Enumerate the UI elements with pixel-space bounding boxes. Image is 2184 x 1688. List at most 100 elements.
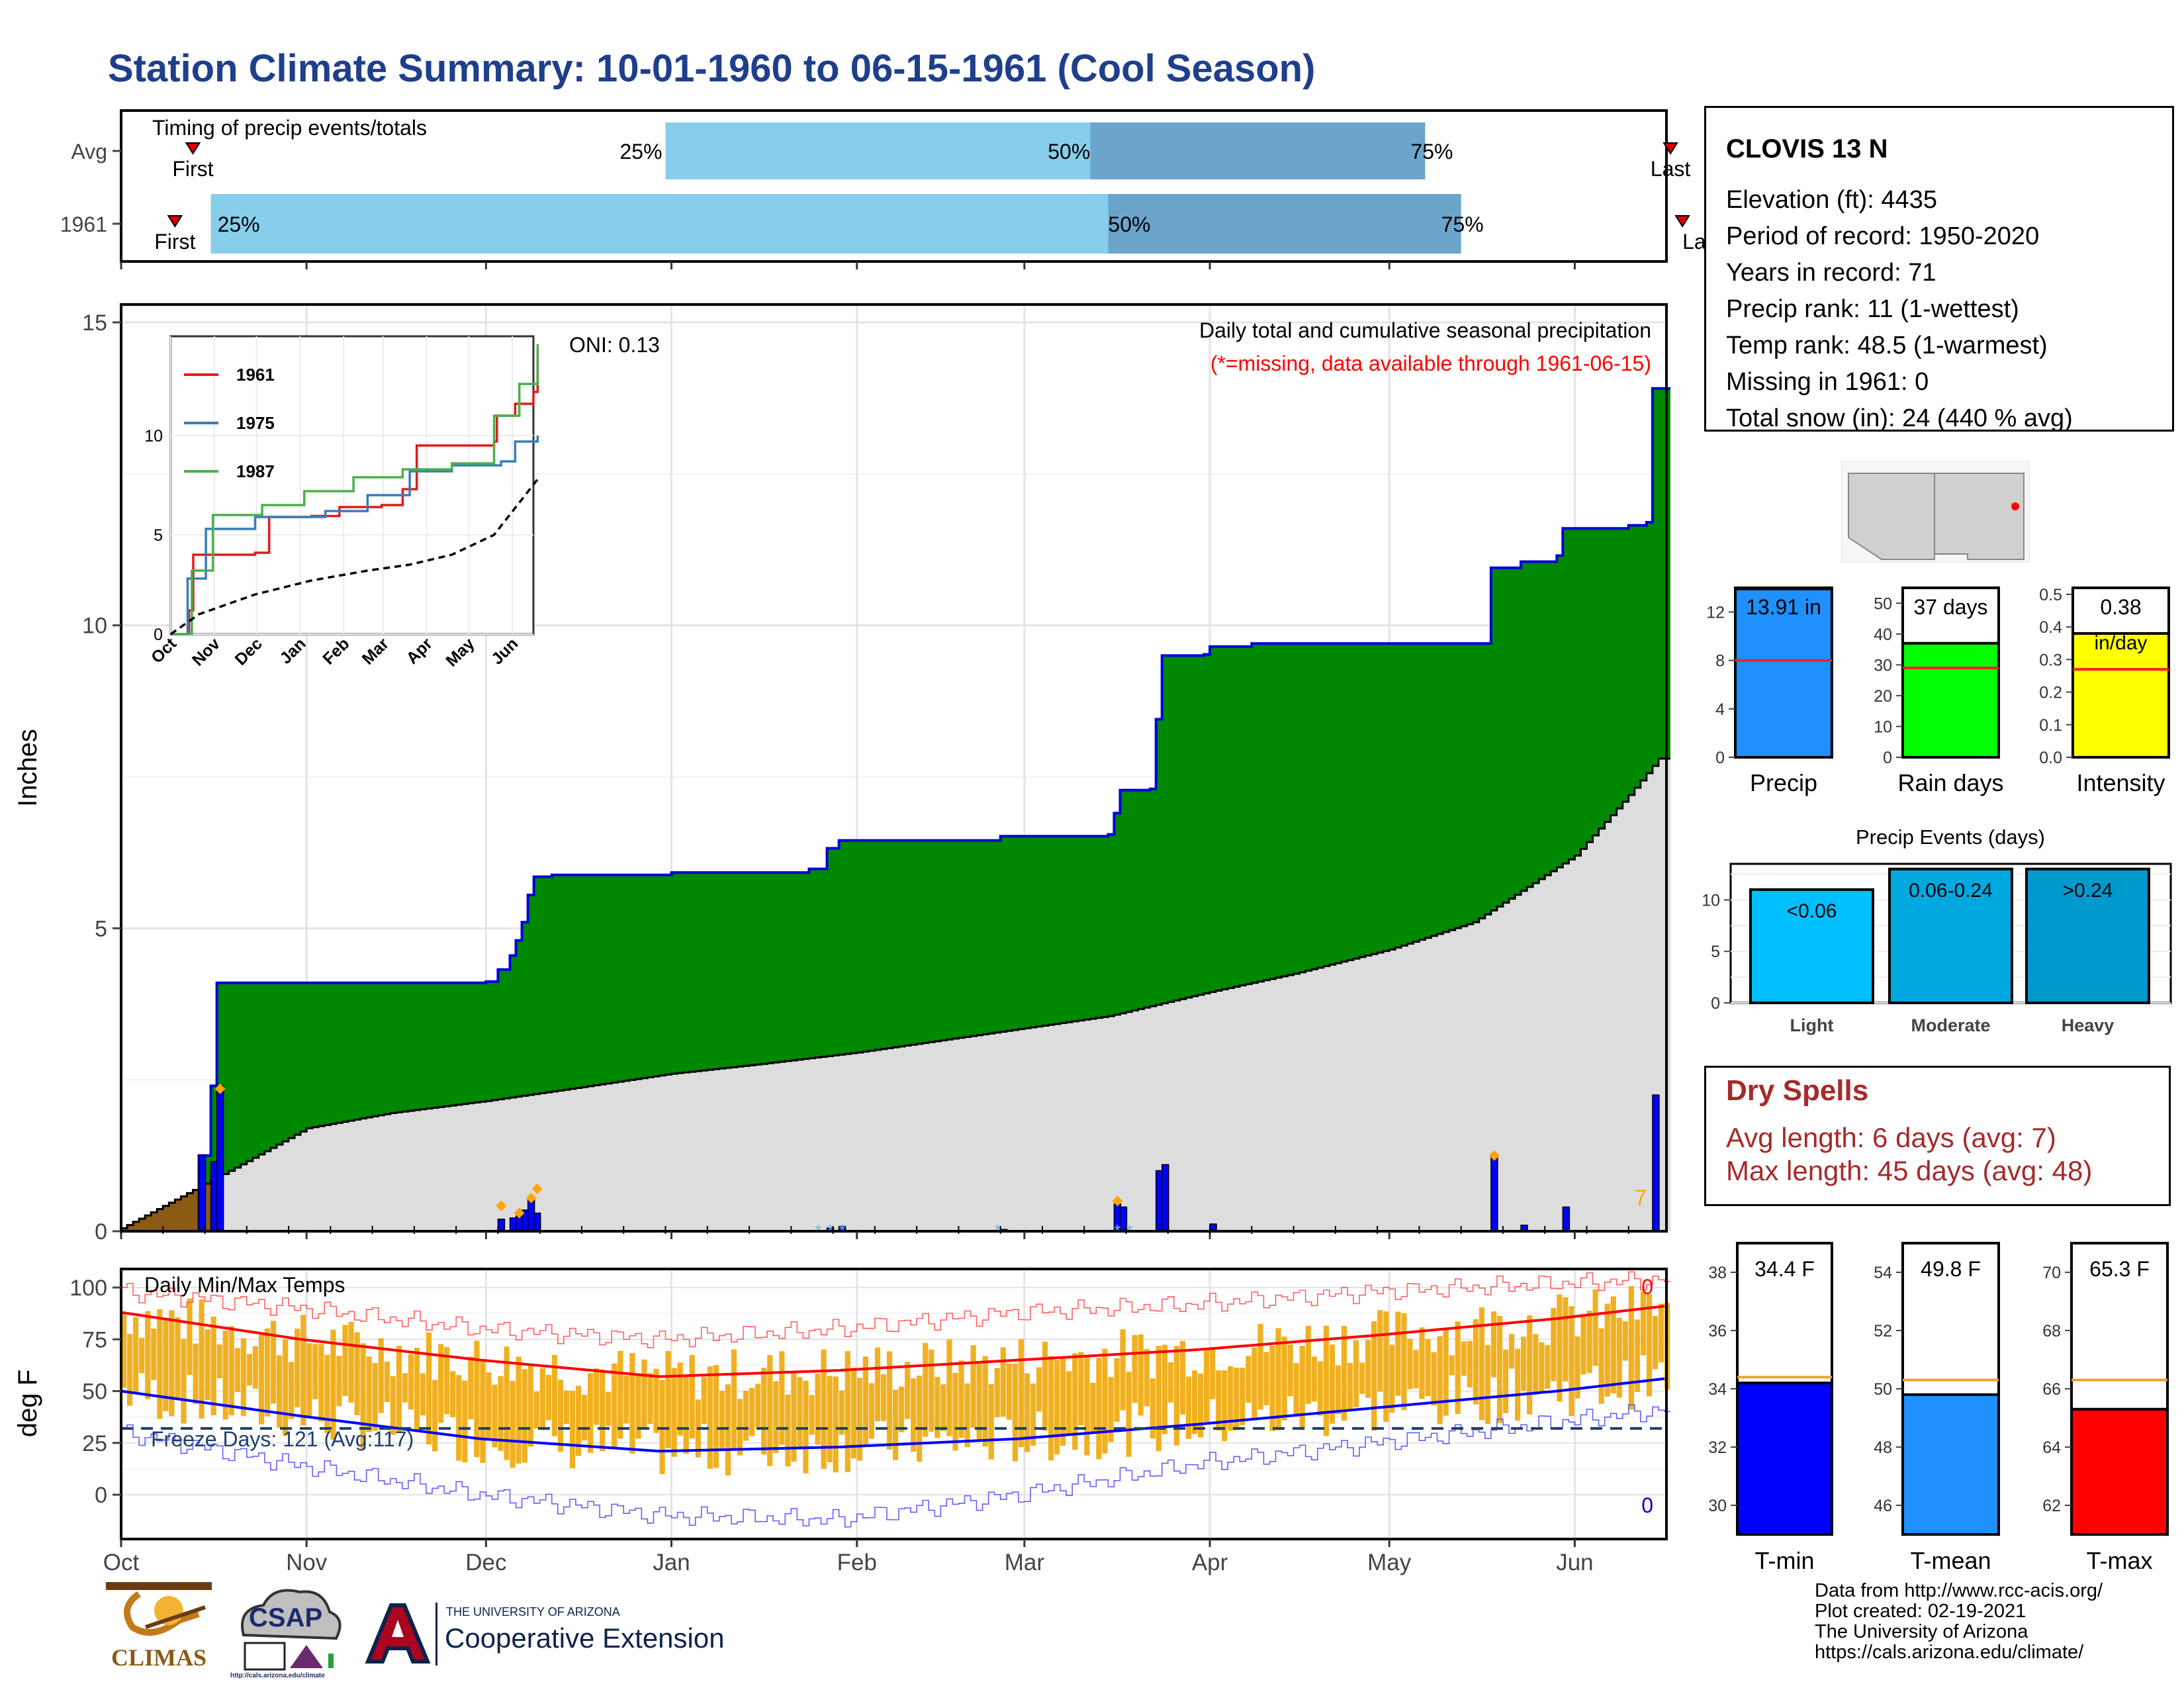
avg-max-temp-line [120, 1305, 1665, 1378]
temp-summary-y-tick-label: 66 [2042, 1380, 2061, 1399]
daily-temp-bar [468, 1356, 474, 1420]
summary-y-tick-label: 0 [1715, 749, 1725, 767]
daily-temp-bar [492, 1384, 498, 1448]
temp-y-tick-label: 50 [82, 1380, 107, 1405]
daily-temp-bar [1431, 1352, 1437, 1406]
timing-q75-label: 75% [1410, 140, 1453, 164]
daily-precip-bar [1161, 1164, 1169, 1232]
timing-q75-label: 75% [1441, 212, 1484, 236]
info-line-snow: Total snow (in): 24 (440 % avg) [1726, 404, 2073, 432]
daily-temp-bar [408, 1354, 414, 1410]
summary-y-tick-label: 0 [1883, 749, 1892, 767]
inset-y-tick-label: 5 [154, 526, 163, 545]
daily-temp-bar [216, 1344, 222, 1379]
summary-bar-name: Precip [1750, 769, 1817, 796]
daily-temp-bar [139, 1337, 145, 1374]
daily-precip-bar [216, 1085, 224, 1232]
daily-temp-bar [396, 1345, 402, 1432]
daily-temp-bar [1527, 1315, 1533, 1415]
daily-temp-bar [426, 1332, 432, 1445]
daily-temp-bar [719, 1390, 725, 1448]
daily-temp-bar [1006, 1363, 1012, 1420]
temp-summary-bar-t-min [1736, 1382, 1833, 1536]
summary-y-tick-label: 8 [1715, 652, 1725, 671]
daily-temp-bar [1539, 1342, 1545, 1393]
daily-temp-bar [175, 1317, 181, 1399]
daily-temp-bar [121, 1313, 127, 1388]
dry-spells-avg: Avg length: 6 days (avg: 7) [1726, 1122, 2056, 1153]
daily-temp-bar [414, 1347, 420, 1432]
daily-temp-bar [1024, 1373, 1030, 1452]
daily-temp-bar [145, 1311, 151, 1399]
summary-y-tick-label: 40 [1874, 626, 1892, 644]
summary-y-tick-label: 50 [1874, 594, 1892, 613]
daily-temp-bar [1640, 1291, 1647, 1356]
info-line-temp-rank: Temp rank: 48.5 (1-warmest) [1726, 332, 2048, 359]
daily-temp-bar [725, 1384, 731, 1476]
precip-y-tick-label: 5 [95, 916, 107, 941]
daily-temp-bar [749, 1387, 755, 1436]
extreme-event-marker-icon [496, 1200, 507, 1211]
ua-a-icon [365, 1603, 431, 1664]
daily-temp-bar [1173, 1346, 1180, 1446]
daily-temp-bar [1413, 1349, 1419, 1389]
daily-temp-bar [1240, 1368, 1246, 1425]
daily-temp-bar [1569, 1306, 1574, 1416]
temp-summary-name: T-max [2086, 1547, 2152, 1574]
daily-temp-bar [1652, 1315, 1659, 1370]
daily-temp-bar [707, 1366, 713, 1469]
daily-temp-bar [893, 1389, 899, 1460]
daily-temp-bar [629, 1353, 635, 1454]
daily-temp-bar [641, 1359, 647, 1428]
precip-events-title: Precip Events (days) [1856, 825, 2045, 849]
daily-temp-bar [1658, 1303, 1664, 1363]
station-name: CLOVIS 13 N [1726, 134, 1888, 164]
temp-summary-y-tick-label: 54 [1874, 1264, 1892, 1282]
first-event-label: First [172, 157, 213, 181]
daily-temp-bar [1347, 1362, 1353, 1411]
daily-temp-bar [438, 1344, 444, 1423]
precip-y-tick-label: 15 [82, 310, 107, 336]
daily-temp-bar [312, 1344, 318, 1399]
freeze-days-label: Freeze Days: 121 (Avg:117) [151, 1427, 414, 1451]
daily-temp-bar [880, 1374, 887, 1421]
daily-temp-bar [210, 1316, 216, 1416]
summary-bar-precip [1734, 587, 1833, 759]
daily-temp-bar [761, 1368, 767, 1455]
daily-temp-bar [1179, 1340, 1186, 1415]
temp-y-tick-label: 100 [69, 1276, 107, 1301]
precip-y-tick-label: 0 [95, 1219, 107, 1244]
daily-temp-bar [803, 1380, 809, 1474]
summary-y-tick-label: 0.5 [2039, 586, 2062, 604]
timing-bar-q25-q50 [665, 122, 1091, 179]
precip-events-y-tick-label: 10 [1702, 891, 1720, 910]
daily-temp-bar [1598, 1328, 1604, 1404]
daily-temp-bar [1197, 1373, 1204, 1438]
daily-temp-bar [1144, 1348, 1150, 1407]
precip-events-y-tick-label: 0 [1711, 994, 1720, 1013]
footer-line-created: Plot created: 02-19-2021 [1815, 1601, 2026, 1622]
daily-temp-bar [844, 1351, 850, 1472]
precip-y-tick-label: 10 [82, 614, 107, 639]
daily-temp-bar [677, 1362, 683, 1436]
temp-summary-y-tick-label: 30 [1708, 1497, 1727, 1515]
daily-temp-bar [791, 1372, 797, 1462]
csap-logo-url: http://cals.arizona.edu/climate [230, 1672, 325, 1679]
summary-y-tick-label: 0.0 [2039, 749, 2062, 767]
timing-bar-q25-q50 [210, 194, 1109, 254]
daily-temp-bar [1018, 1338, 1024, 1448]
timing-row-label: Avg [71, 140, 107, 164]
daily-temp-bar [498, 1376, 504, 1451]
daily-temp-bar [659, 1380, 665, 1474]
temp-summary-name: T-min [1755, 1547, 1815, 1574]
daily-temp-bar [432, 1380, 438, 1452]
footer-line-url: https://cals.arizona.edu/climate/ [1815, 1642, 2084, 1663]
daily-temp-bar [1377, 1310, 1383, 1392]
daily-temp-bar [474, 1340, 480, 1458]
ua-logo: THE UNIVERSITY OF ARIZONA Cooperative Ex… [361, 1599, 745, 1671]
daily-temp-bar [504, 1346, 510, 1460]
daily-temp-bar [1473, 1319, 1479, 1405]
first-event-marker-icon [167, 215, 183, 228]
daily-temp-bar [187, 1298, 193, 1376]
daily-temp-bar [713, 1365, 719, 1468]
